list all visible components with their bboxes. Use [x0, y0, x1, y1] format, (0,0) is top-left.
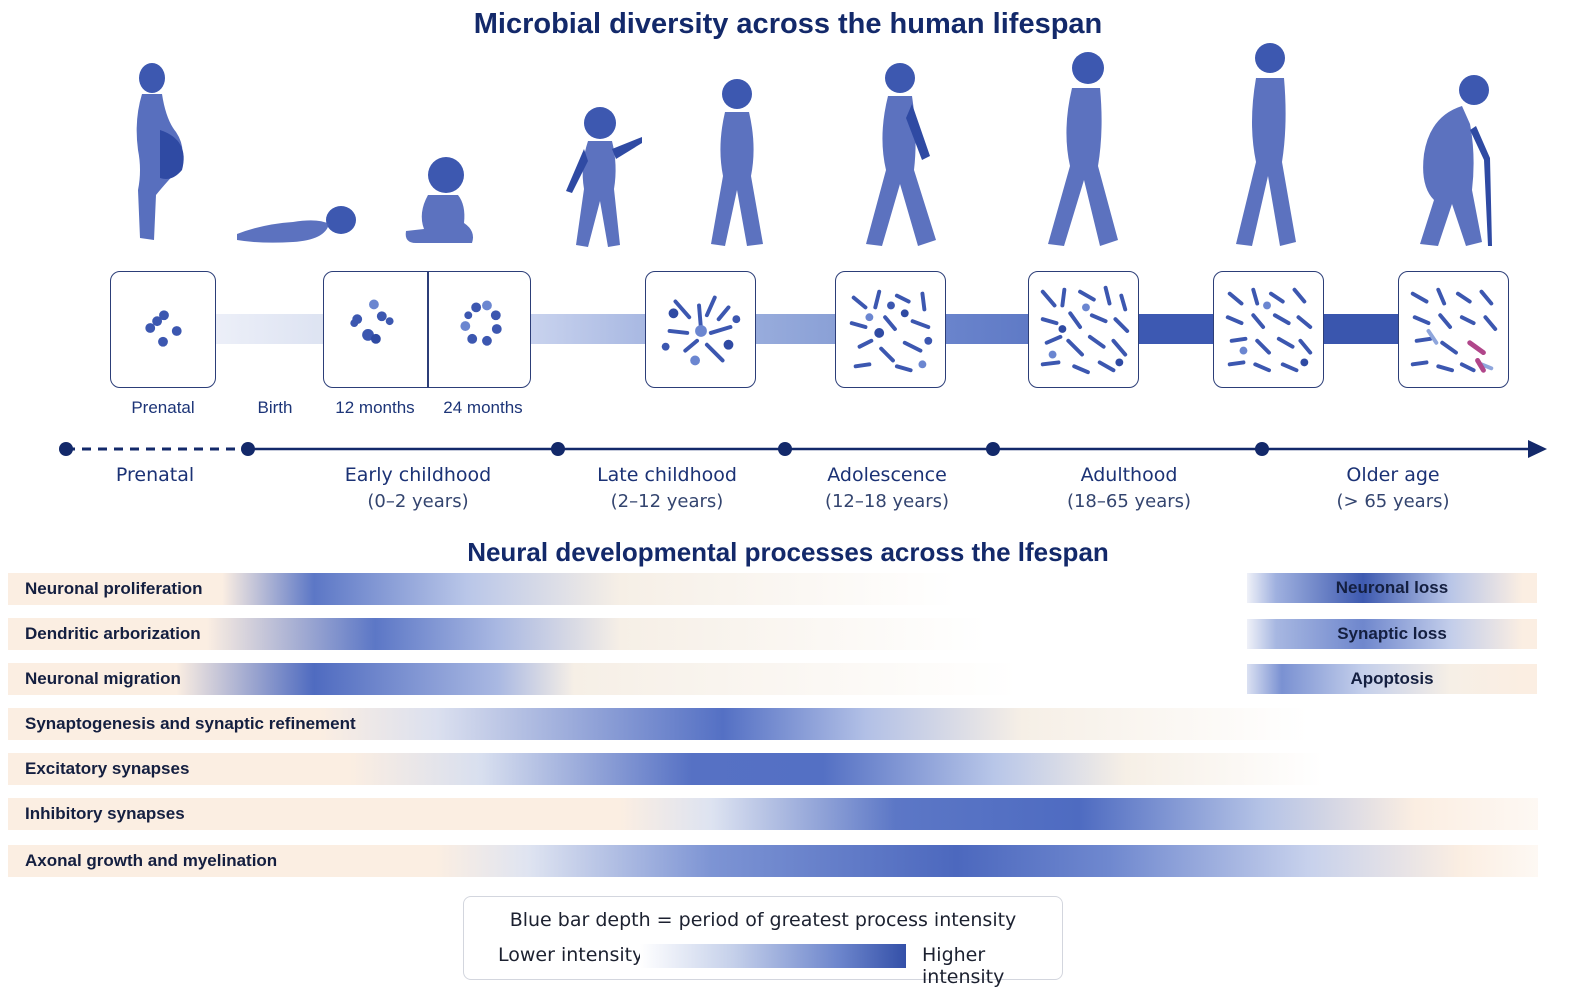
seated-baby-figure: [402, 153, 477, 245]
period-name: Early childhood: [344, 464, 492, 486]
process-row-inhibitory-synapses: Inhibitory synapses: [8, 798, 1538, 830]
legend-caption: Blue bar depth = period of greatest proc…: [509, 909, 1017, 931]
period-late-childhood: Late childhood (2–12 years): [597, 464, 737, 512]
period-early-childhood: Early childhood (0–2 years): [345, 464, 491, 512]
tall-adult-figure: [1230, 40, 1300, 248]
process-label: Neuronal proliferation: [25, 579, 203, 598]
stage-label-24-months: 24 months: [443, 398, 523, 417]
process-label: Dendritic arborization: [25, 624, 201, 643]
late-process-label: Neuronal loss: [1335, 578, 1449, 597]
period-name: Adulthood: [1080, 464, 1178, 486]
timeline-dot: [241, 442, 255, 456]
timeline-dot: [1255, 442, 1269, 456]
late-process-synaptic-loss: Synaptic loss: [1247, 619, 1537, 649]
timeline-dot: [59, 442, 73, 456]
process-row-synaptogenesis: Synaptogenesis and synaptic refinement: [8, 708, 1308, 740]
late-process-neuronal-loss: Neuronal loss: [1247, 573, 1537, 603]
pregnant-woman-figure: [120, 60, 195, 245]
microbiome-box-adolescence: [835, 271, 946, 388]
toddler-figure: [562, 105, 644, 250]
process-label: Inhibitory synapses: [25, 804, 185, 823]
period-range: (12–18 years): [824, 491, 950, 512]
elderly-cane-figure: [1410, 70, 1500, 248]
late-process-label: Synaptic loss: [1337, 624, 1447, 643]
diversity-band-3: [755, 314, 836, 344]
process-label: Neuronal migration: [25, 669, 181, 688]
process-row-excitatory-synapses: Excitatory synapses: [8, 753, 1323, 785]
stage-label-12-months: 12 months: [335, 398, 415, 417]
diversity-band-5: [1139, 314, 1214, 344]
period-name: Older age: [1346, 464, 1440, 486]
diversity-band-2: [530, 314, 646, 344]
stage-label-prenatal: Prenatal: [131, 398, 195, 417]
process-bar: [8, 708, 1308, 740]
box-divider: [427, 272, 429, 387]
page-title: Microbial diversity across the human lif…: [473, 8, 1103, 40]
process-bar: [8, 798, 1538, 830]
period-name: Adolescence: [827, 464, 947, 486]
legend-gradient-bar: [640, 944, 906, 968]
timeline-dot: [778, 442, 792, 456]
diversity-band-4: [945, 314, 1029, 344]
intensity-legend: Blue bar depth = period of greatest proc…: [463, 896, 1063, 988]
microbiome-box-late-childhood: [645, 271, 756, 388]
timeline-arrowhead: [1528, 440, 1547, 458]
microbiome-box-late-adulthood: [1213, 271, 1324, 388]
process-label: Excitatory synapses: [25, 759, 190, 778]
newborn-lying-figure: [233, 200, 358, 245]
late-process-label: Apoptosis: [1350, 669, 1434, 688]
diversity-band-6: [1324, 314, 1399, 344]
process-row-axonal-growth: Axonal growth and myelination: [8, 845, 1538, 877]
microbiome-box-adulthood: [1028, 271, 1139, 388]
legend-high-label: Higher intensity: [922, 944, 1005, 988]
period-range: (> 65 years): [1336, 491, 1450, 512]
stage-label-birth: Birth: [257, 398, 293, 417]
period-range: (0–2 years): [367, 491, 469, 512]
child-figure: [703, 76, 773, 248]
period-prenatal: Prenatal: [116, 464, 194, 486]
legend-low-label: Lower intensity: [498, 944, 644, 966]
process-label: Synaptogenesis and synaptic refinement: [25, 714, 356, 733]
microbiome-box-prenatal: [110, 271, 216, 388]
microbiome-box-older-age: [1398, 271, 1509, 388]
microbiome-box-infant: [323, 271, 531, 388]
adult-figure: [1042, 50, 1120, 248]
lifespan-timeline: [59, 440, 1547, 458]
period-adulthood: Adulthood (18–65 years): [1067, 464, 1191, 512]
period-name: Prenatal: [115, 464, 195, 486]
process-label: Axonal growth and myelination: [25, 851, 278, 870]
late-process-apoptosis: Apoptosis: [1247, 664, 1537, 694]
timeline-dot: [986, 442, 1000, 456]
process-bar: [8, 845, 1538, 877]
adolescent-figure: [856, 60, 942, 248]
period-range: (18–65 years): [1066, 491, 1192, 512]
section-title: Neural developmental processes across th…: [467, 537, 1109, 567]
period-older-age: Older age (> 65 years): [1336, 464, 1449, 512]
process-bar: [8, 753, 1323, 785]
period-range: (2–12 years): [610, 491, 724, 512]
period-name: Late childhood: [597, 464, 737, 486]
timeline-dot: [551, 442, 565, 456]
period-adolescence: Adolescence (12–18 years): [825, 464, 949, 512]
diversity-band-1: [216, 314, 324, 344]
